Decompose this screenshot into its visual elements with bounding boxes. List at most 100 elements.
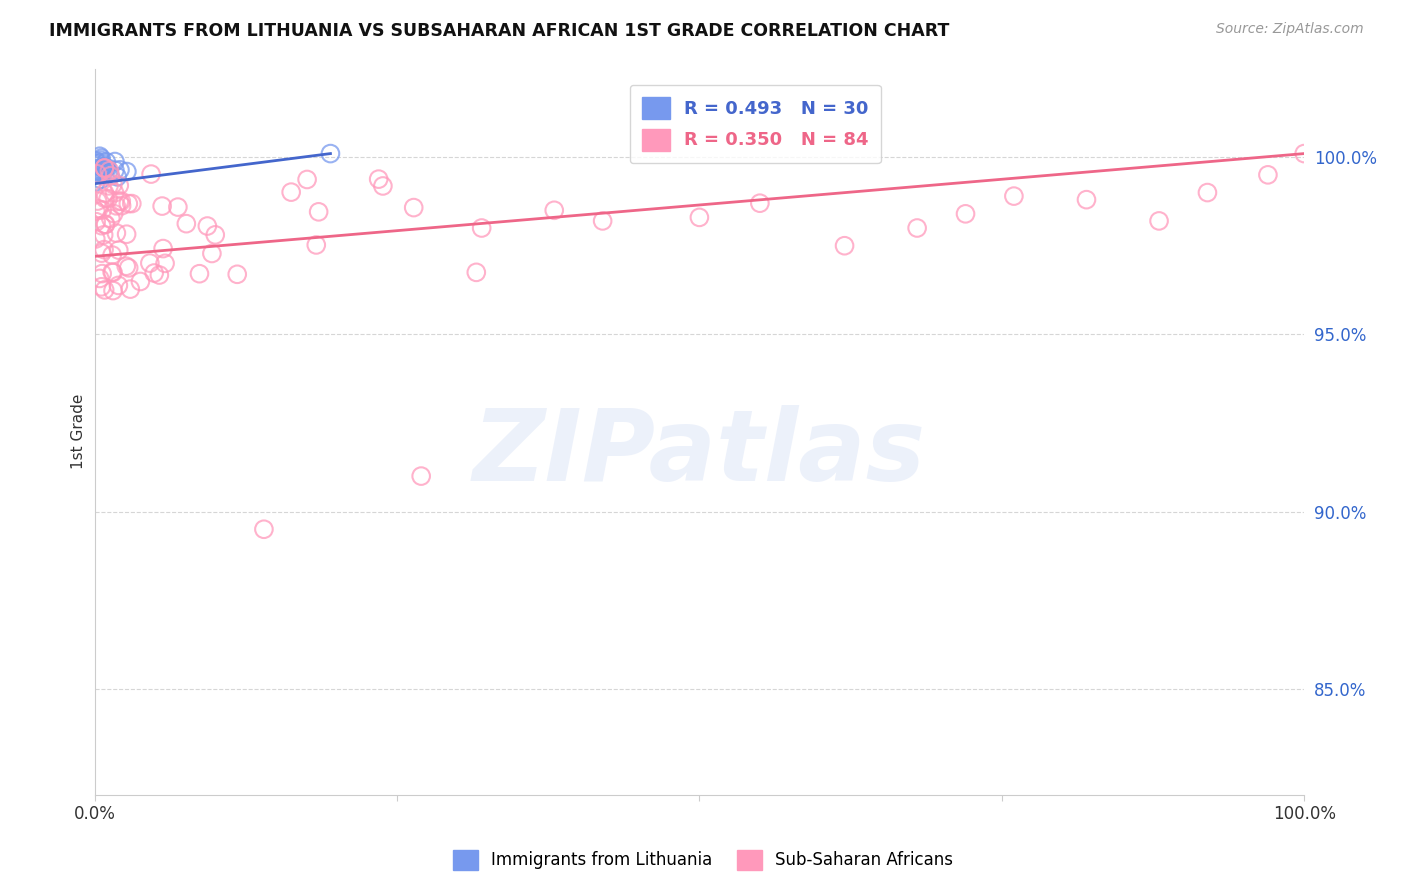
Point: [86, 167, 108, 181]
Point: [84, 164, 107, 178]
Point: [188, 267, 211, 281]
Point: [101, 265, 124, 279]
Point: [471, 221, 494, 235]
Point: [110, 194, 132, 209]
Point: [97, 178, 120, 193]
Point: [367, 172, 389, 186]
Point: [105, 199, 128, 213]
Legend: Immigrants from Lithuania, Sub-Saharan Africans: Immigrants from Lithuania, Sub-Saharan A…: [446, 843, 960, 877]
Point: [101, 265, 124, 279]
Point: [94, 161, 117, 176]
Point: [115, 259, 138, 273]
Point: [87, 202, 110, 216]
Point: [97, 165, 120, 179]
Point: [115, 164, 138, 178]
Point: [834, 238, 856, 252]
Point: [110, 199, 132, 213]
Point: [104, 163, 127, 178]
Point: [108, 178, 131, 193]
Point: [87, 156, 110, 170]
Point: [121, 196, 143, 211]
Point: [308, 204, 330, 219]
Point: [905, 221, 928, 235]
Point: [1076, 193, 1098, 207]
Point: [402, 201, 425, 215]
Point: [152, 242, 174, 256]
Point: [204, 227, 226, 242]
Point: [105, 169, 128, 184]
Point: [84, 175, 107, 189]
Point: [153, 256, 176, 270]
Point: [98, 169, 121, 183]
Point: [129, 275, 152, 289]
Point: [84, 204, 107, 219]
Point: [94, 191, 117, 205]
Point: [93, 227, 115, 242]
Point: [84, 232, 107, 246]
Point: [93, 161, 115, 175]
Point: [96, 161, 118, 175]
Text: IMMIGRANTS FROM LITHUANIA VS SUBSAHARAN AFRICAN 1ST GRADE CORRELATION CHART: IMMIGRANTS FROM LITHUANIA VS SUBSAHARAN …: [49, 22, 949, 40]
Point: [195, 219, 218, 233]
Point: [93, 283, 115, 297]
Point: [84, 153, 107, 168]
Point: [89, 271, 111, 285]
Point: [94, 218, 117, 232]
Point: [89, 153, 111, 168]
Point: [94, 218, 117, 232]
Point: [319, 146, 342, 161]
Point: [117, 196, 139, 211]
Point: [120, 282, 142, 296]
Point: [86, 161, 108, 176]
Point: [105, 226, 128, 240]
Point: [411, 469, 433, 483]
Point: [100, 211, 122, 226]
Point: [90, 219, 112, 233]
Point: [295, 172, 318, 186]
Point: [93, 160, 115, 174]
Point: [90, 172, 112, 186]
Point: [148, 268, 170, 282]
Point: [103, 206, 125, 220]
Point: [101, 178, 124, 192]
Point: [93, 186, 115, 201]
Point: [84, 215, 107, 229]
Point: [305, 238, 328, 252]
Point: [107, 278, 129, 293]
Point: [86, 159, 108, 173]
Point: [93, 243, 115, 257]
Point: [150, 199, 173, 213]
Point: [89, 149, 111, 163]
Point: [90, 246, 112, 260]
Point: [201, 246, 224, 260]
Point: [280, 185, 302, 199]
Point: [1147, 214, 1170, 228]
Point: [1294, 146, 1316, 161]
Point: [86, 157, 108, 171]
Point: [465, 265, 488, 279]
Point: [176, 217, 198, 231]
Point: [592, 214, 614, 228]
Point: [91, 202, 114, 217]
Point: [1197, 186, 1219, 200]
Point: [86, 194, 108, 208]
Point: [226, 268, 249, 282]
Point: [108, 194, 131, 209]
Y-axis label: 1st Grade: 1st Grade: [72, 394, 86, 469]
Point: [91, 267, 114, 281]
Point: [139, 167, 162, 181]
Point: [118, 260, 141, 275]
Legend: R = 0.493   N = 30, R = 0.350   N = 84: R = 0.493 N = 30, R = 0.350 N = 84: [630, 85, 882, 163]
Point: [89, 164, 111, 178]
Point: [955, 207, 977, 221]
Point: [1002, 189, 1025, 203]
Point: [84, 166, 107, 180]
Point: [748, 196, 770, 211]
Point: [97, 192, 120, 206]
Point: [91, 163, 114, 178]
Text: ZIPatlas: ZIPatlas: [472, 405, 927, 502]
Point: [371, 178, 394, 193]
Point: [90, 151, 112, 165]
Point: [139, 256, 162, 270]
Point: [543, 203, 565, 218]
